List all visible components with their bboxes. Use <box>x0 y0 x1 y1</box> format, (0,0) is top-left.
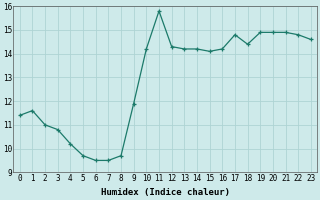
X-axis label: Humidex (Indice chaleur): Humidex (Indice chaleur) <box>101 188 230 197</box>
